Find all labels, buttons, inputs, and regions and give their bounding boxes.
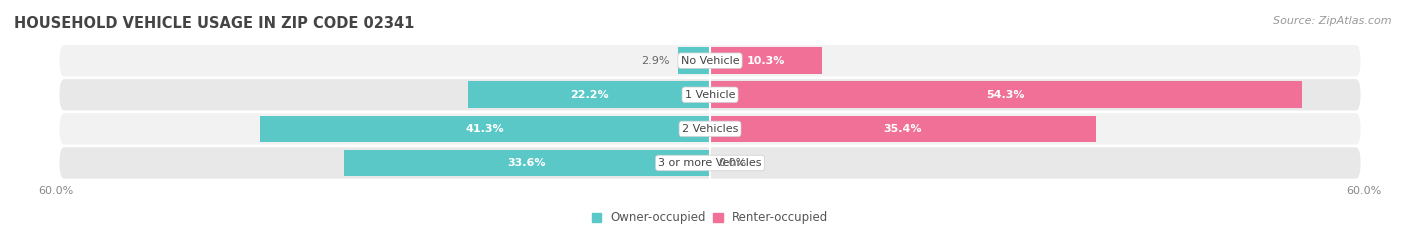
FancyBboxPatch shape (59, 113, 1361, 144)
Text: No Vehicle: No Vehicle (681, 56, 740, 66)
Bar (710, 116, 1095, 142)
Bar (679, 47, 710, 74)
Text: 10.3%: 10.3% (747, 56, 786, 66)
Text: HOUSEHOLD VEHICLE USAGE IN ZIP CODE 02341: HOUSEHOLD VEHICLE USAGE IN ZIP CODE 0234… (14, 16, 415, 31)
Text: 22.2%: 22.2% (569, 90, 609, 100)
Bar (710, 82, 1302, 108)
Text: 33.6%: 33.6% (508, 158, 546, 168)
Text: 3 or more Vehicles: 3 or more Vehicles (658, 158, 762, 168)
Text: 2.9%: 2.9% (641, 56, 669, 66)
Text: 54.3%: 54.3% (987, 90, 1025, 100)
FancyBboxPatch shape (59, 45, 1361, 76)
Bar (344, 150, 710, 176)
Text: 2 Vehicles: 2 Vehicles (682, 124, 738, 134)
Bar (260, 116, 710, 142)
Text: 35.4%: 35.4% (883, 124, 922, 134)
Text: 0.0%: 0.0% (718, 158, 747, 168)
Text: Source: ZipAtlas.com: Source: ZipAtlas.com (1274, 16, 1392, 26)
Text: 1 Vehicle: 1 Vehicle (685, 90, 735, 100)
Legend: Owner-occupied, Renter-occupied: Owner-occupied, Renter-occupied (586, 206, 834, 229)
Bar (710, 47, 823, 74)
Text: 41.3%: 41.3% (465, 124, 505, 134)
FancyBboxPatch shape (59, 147, 1361, 179)
FancyBboxPatch shape (59, 79, 1361, 110)
Bar (468, 82, 710, 108)
